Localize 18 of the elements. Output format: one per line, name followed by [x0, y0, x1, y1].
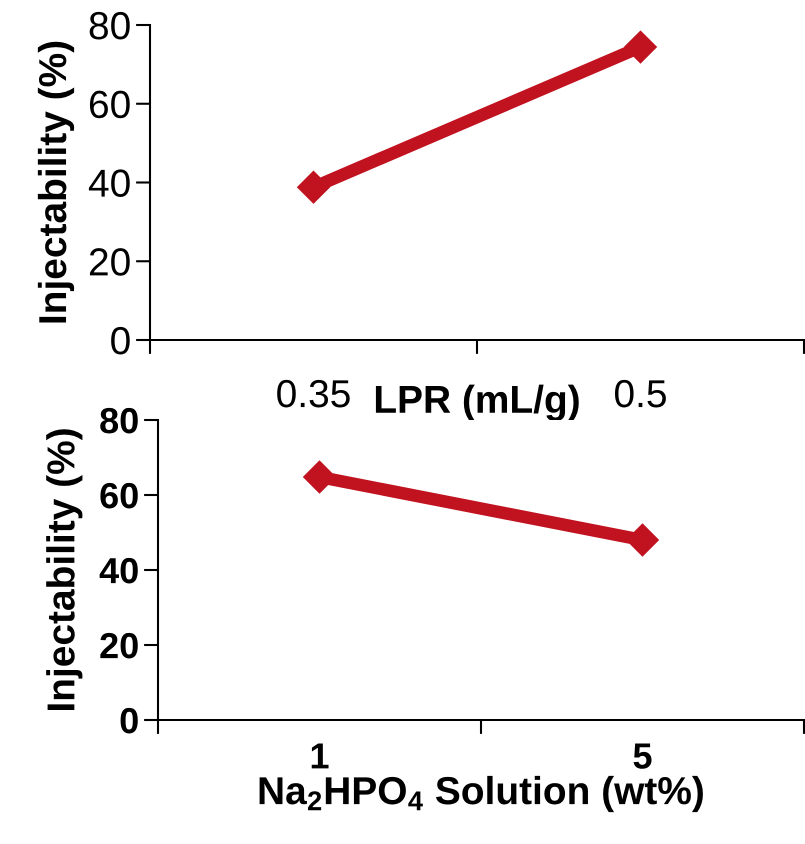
y-tick-label: 0	[120, 708, 138, 734]
y-tick-label: 0	[111, 326, 130, 354]
y-tick-label: 40	[88, 169, 130, 197]
x-tick-label: 1	[312, 744, 329, 768]
x-axis-title: LPR (mL/g)	[376, 384, 579, 422]
x-axis-title: Na$_{2}$HPO$_{4}$ Solution (wt%)	[260, 776, 703, 812]
y-tick-label: 60	[100, 482, 138, 508]
y-axis-title: Injectability (%)	[46, 429, 82, 710]
y-tick-label: 20	[100, 632, 138, 658]
x-tick-label: 0.5	[614, 380, 666, 408]
x-tick-label: 0.35	[277, 380, 350, 408]
y-tick-label: 80	[100, 408, 138, 434]
x-tick-label: 5	[634, 744, 652, 769]
y-tick-label: 80	[90, 12, 130, 40]
y-tick-label: 20	[90, 248, 130, 276]
y-tick-label: 60	[90, 90, 130, 118]
y-axis-title: Injectability (%)	[38, 42, 74, 323]
y-tick-label: 40	[100, 558, 138, 584]
